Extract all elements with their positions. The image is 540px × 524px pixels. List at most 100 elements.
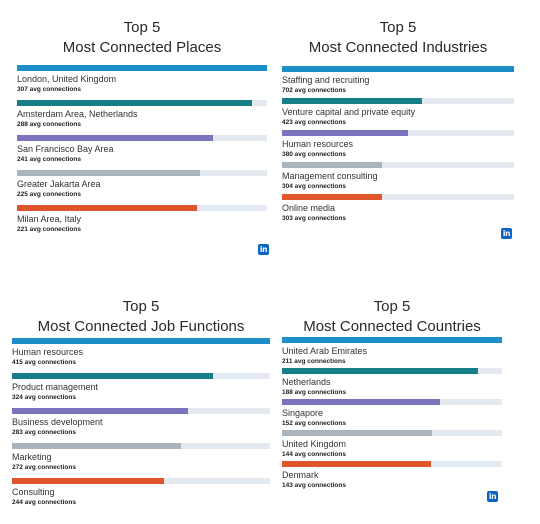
bar-fill	[12, 338, 270, 344]
bar-item: Consulting 244 avg connections	[12, 478, 270, 512]
bar-fill	[17, 135, 214, 141]
bar-track	[282, 399, 502, 405]
bar-label: Business development	[12, 417, 103, 427]
bar-label: United Kingdom	[282, 439, 347, 449]
bar-item: Denmark 143 avg connections	[282, 461, 502, 495]
bar-track	[12, 478, 270, 484]
bar-value-label: 143 avg connections	[282, 482, 346, 489]
bar-value-label: 380 avg connections	[282, 151, 346, 158]
bar-fill	[17, 65, 267, 71]
bar-fill	[282, 194, 383, 200]
bar-item: Business development 283 avg connections	[12, 408, 270, 442]
bar-fill	[282, 461, 432, 467]
bar-track	[282, 130, 514, 136]
chart-title: Top 5 Most Connected Places	[17, 18, 267, 58]
industries-chart-panel: Top 5 Most Connected Industries Staffing…	[282, 18, 514, 258]
bar-fill	[12, 478, 164, 484]
bar-label: Singapore	[282, 408, 324, 418]
chart-title-line1: Top 5	[379, 19, 417, 36]
bar-value-label: 304 avg connections	[282, 183, 346, 190]
bar-value-label: 303 avg connections	[282, 215, 346, 222]
bar-label: Consulting	[12, 487, 55, 497]
bar-track	[12, 443, 270, 449]
bar-item: Amsterdam Area, Netherlands 288 avg conne…	[17, 100, 267, 134]
chart-title-line1: Top 5	[373, 298, 411, 315]
bar-fill	[282, 368, 479, 374]
bar-track	[282, 98, 514, 104]
bar-track	[282, 337, 502, 343]
bar-item: Greater Jakarta Area 225 avg connections	[17, 170, 267, 204]
bar-fill	[17, 205, 197, 211]
bar-value-label: 225 avg connections	[17, 191, 81, 198]
bar-value-label: 415 avg connections	[12, 359, 76, 366]
chart-title-line2: Most Connected Industries	[308, 39, 488, 56]
bar-fill	[282, 337, 502, 343]
bar-label: London, United Kingdom	[17, 74, 117, 84]
job-functions-chart-panel: Top 5 Most Connected Job Functions Human…	[12, 297, 270, 517]
bar-item: London, United Kingdom 307 avg connection…	[17, 65, 267, 99]
chart-title: Top 5 Most Connected Job Functions	[12, 297, 270, 337]
bar-item: Human resources 380 avg connections	[282, 130, 514, 164]
bar-item: Online media 303 avg connections	[282, 194, 514, 228]
bar-value-label: 423 avg connections	[282, 119, 346, 126]
bar-value-label: 702 avg connections	[282, 87, 346, 94]
bar-value-label: 221 avg connections	[17, 226, 81, 233]
bar-value-label: 188 avg connections	[282, 389, 346, 396]
bar-track	[282, 194, 514, 200]
bar-track	[17, 170, 267, 176]
bar-value-label: 324 avg connections	[12, 394, 76, 401]
bar-track	[12, 338, 270, 344]
bar-item: United Arab Emirates 211 avg connections	[282, 337, 502, 371]
bar-fill	[282, 399, 441, 405]
bar-track	[17, 100, 267, 106]
bar-value-label: 307 avg connections	[17, 86, 81, 93]
bar-track	[282, 430, 502, 436]
bar-track	[12, 408, 270, 414]
bar-value-label: 211 avg connections	[282, 358, 346, 365]
bar-label: United Arab Emirates	[282, 346, 368, 356]
bar-item: San Francisco Bay Area 241 avg connection…	[17, 135, 267, 169]
bar-item: Venture capital and private equity 423 av…	[282, 98, 514, 132]
bar-fill	[17, 170, 201, 176]
bar-item: Milan Area, Italy 221 avg connections	[17, 205, 267, 239]
bar-track	[282, 461, 502, 467]
bar-track	[17, 135, 267, 141]
bar-value-label: 144 avg connections	[282, 451, 346, 458]
chart-title-line2: Most Connected Job Functions	[37, 318, 245, 335]
bar-item: Staffing and recruiting 702 avg connectio…	[282, 66, 514, 100]
bar-track	[17, 205, 267, 211]
bar-label: Human resources	[12, 347, 84, 357]
bar-fill	[282, 130, 408, 136]
bar-label: Netherlands	[282, 377, 331, 387]
chart-title-line1: Top 5	[122, 298, 160, 315]
bar-label: Greater Jakarta Area	[17, 179, 101, 189]
linkedin-logo-icon[interactable]: in	[487, 491, 498, 502]
places-chart-panel: Top 5 Most Connected Places London, Unit…	[17, 18, 269, 258]
bar-value-label: 244 avg connections	[12, 499, 76, 506]
chart-title: Top 5 Most Connected Industries	[282, 18, 514, 58]
bar-fill	[12, 408, 188, 414]
bar-item: Management consulting 304 avg connections	[282, 162, 514, 196]
bar-label: Staffing and recruiting	[282, 75, 370, 85]
bar-value-label: 241 avg connections	[17, 156, 81, 163]
bar-label: San Francisco Bay Area	[17, 144, 114, 154]
bar-track	[282, 66, 514, 72]
chart-title-line2: Most Connected Places	[62, 39, 222, 56]
bar-fill	[282, 98, 422, 104]
bar-track	[282, 162, 514, 168]
bar-label: Amsterdam Area, Netherlands	[17, 109, 138, 119]
linkedin-logo-icon[interactable]: in	[501, 228, 512, 239]
countries-chart-panel: Top 5 Most Connected Countries United Ar…	[282, 297, 502, 517]
chart-title-line2: Most Connected Countries	[303, 318, 481, 335]
bar-fill	[12, 443, 182, 449]
chart-title: Top 5 Most Connected Countries	[282, 297, 502, 337]
bar-value-label: 288 avg connections	[17, 121, 81, 128]
bar-label: Online media	[282, 203, 336, 213]
bar-item: Singapore 152 avg connections	[282, 399, 502, 433]
bar-item: Marketing 272 avg connections	[12, 443, 270, 477]
linkedin-logo-icon[interactable]: in	[258, 244, 269, 255]
bar-fill	[282, 430, 433, 436]
chart-title-line1: Top 5	[123, 19, 161, 36]
bar-track	[12, 373, 270, 379]
bar-track	[17, 65, 267, 71]
